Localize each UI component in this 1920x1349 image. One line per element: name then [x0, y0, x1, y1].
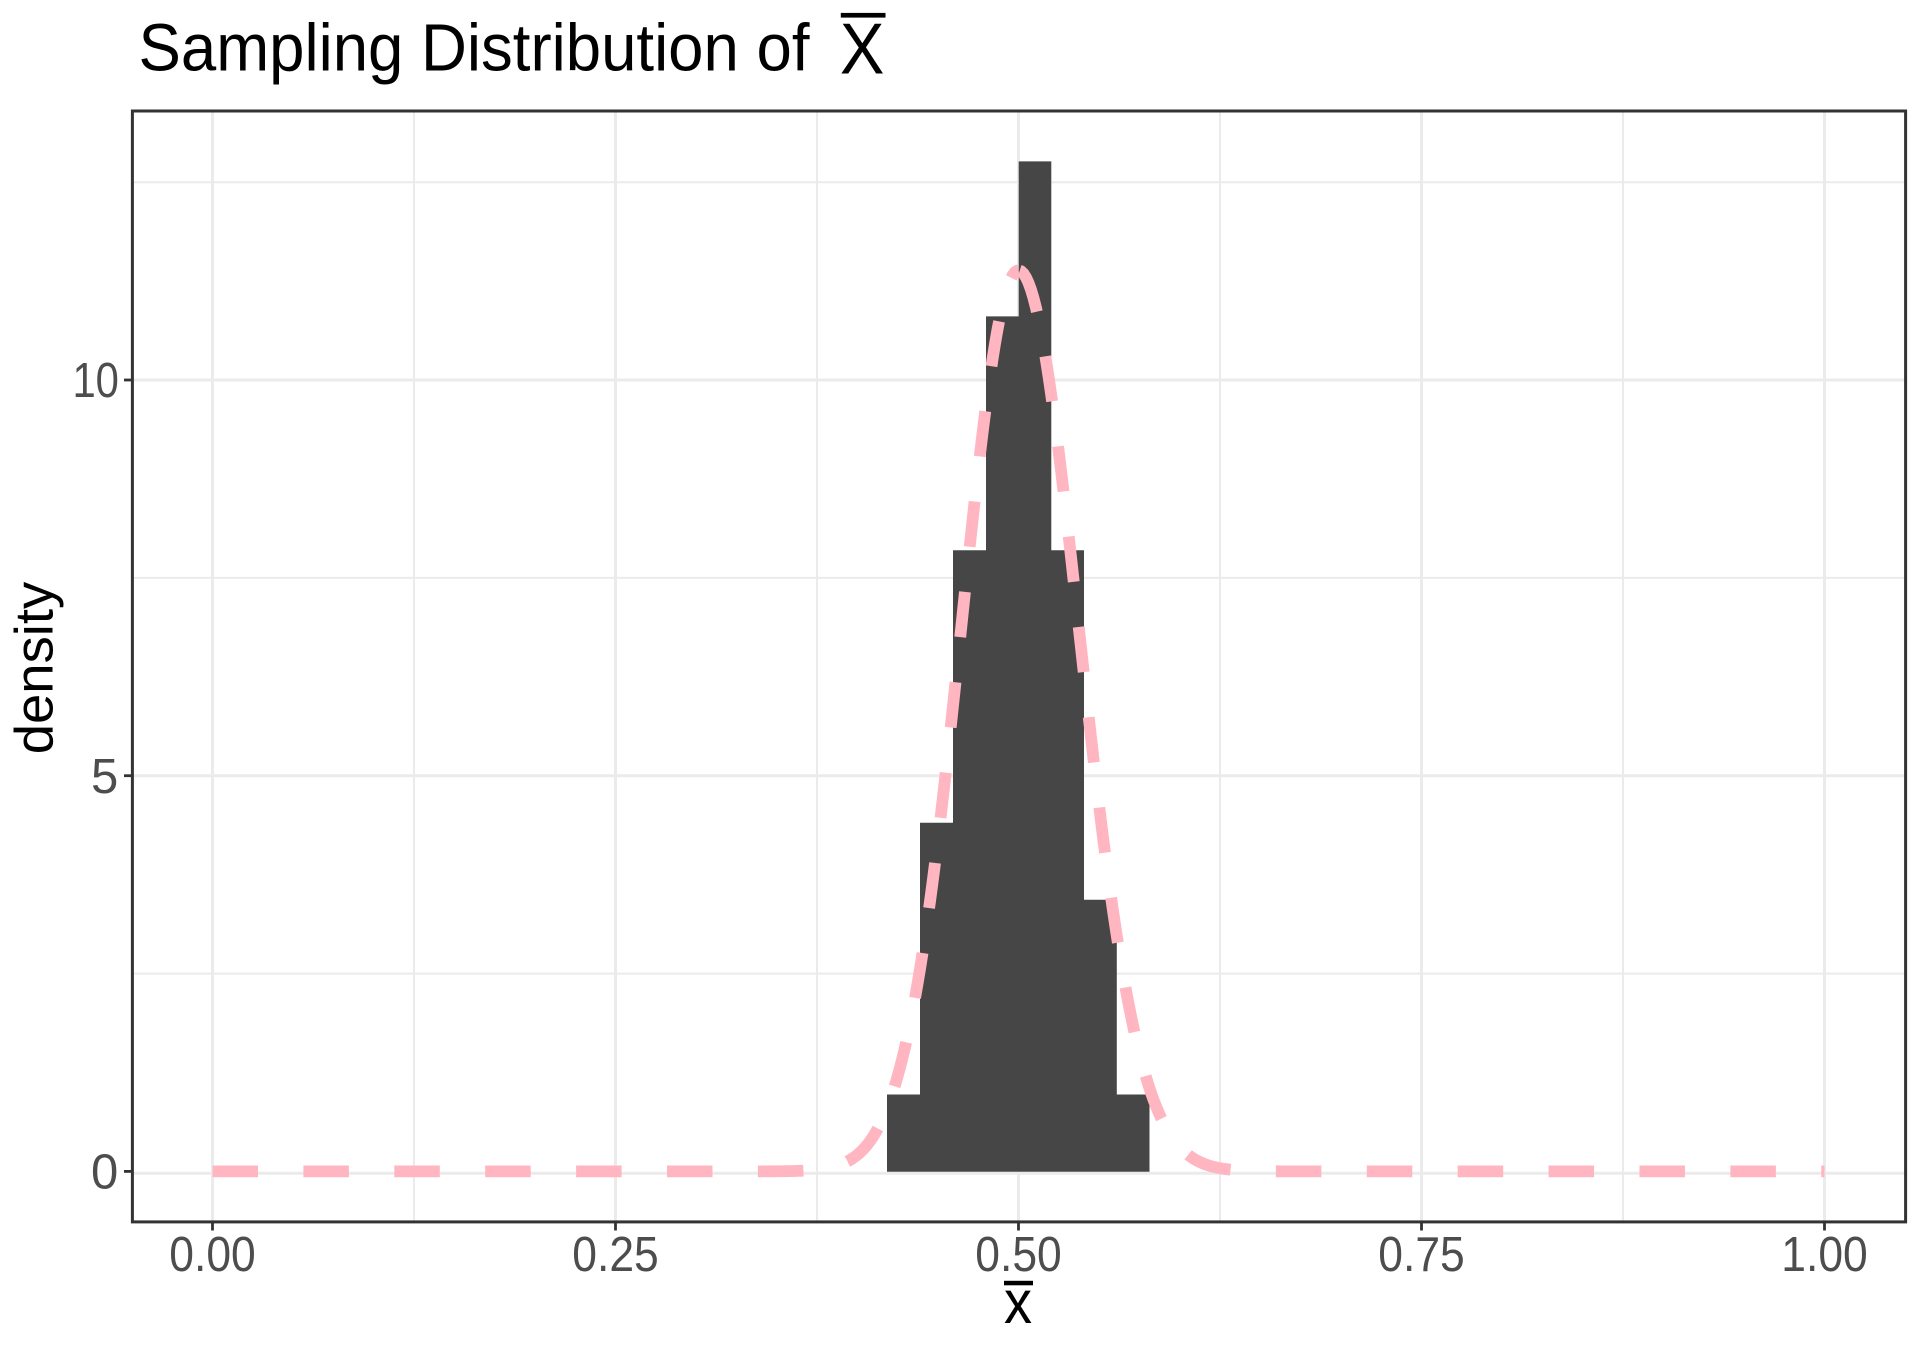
svg-text:0.25: 0.25 [572, 1228, 659, 1282]
svg-text:X: X [840, 9, 885, 90]
svg-text:1.00: 1.00 [1781, 1228, 1868, 1282]
svg-text:density: density [5, 582, 65, 755]
svg-text:0.50: 0.50 [975, 1228, 1062, 1282]
svg-text:10: 10 [72, 354, 119, 408]
svg-text:x: x [1004, 1268, 1032, 1337]
svg-text:Sampling Distribution of: Sampling Distribution of [139, 10, 810, 85]
svg-text:0: 0 [91, 1146, 118, 1200]
svg-text:5: 5 [91, 750, 118, 804]
svg-text:0.00: 0.00 [169, 1228, 256, 1282]
svg-text:0.75: 0.75 [1378, 1228, 1465, 1282]
